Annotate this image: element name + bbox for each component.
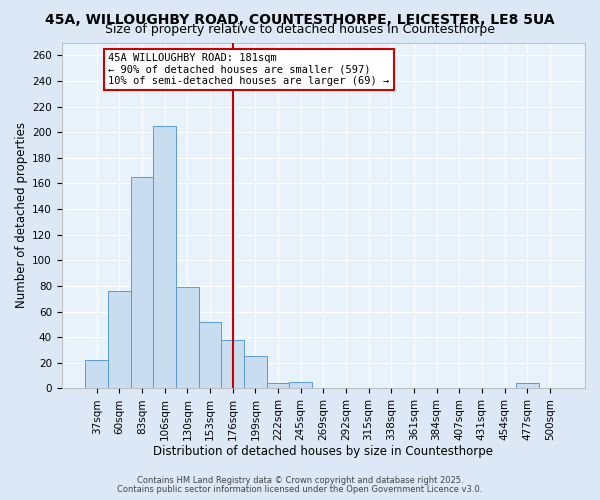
Bar bbox=[244, 356, 266, 388]
Text: 45A WILLOUGHBY ROAD: 181sqm
← 90% of detached houses are smaller (597)
10% of se: 45A WILLOUGHBY ROAD: 181sqm ← 90% of det… bbox=[108, 53, 389, 86]
Bar bbox=[221, 340, 244, 388]
Bar bbox=[516, 384, 539, 388]
Bar bbox=[131, 177, 154, 388]
Bar bbox=[108, 291, 131, 388]
Bar bbox=[266, 384, 289, 388]
X-axis label: Distribution of detached houses by size in Countesthorpe: Distribution of detached houses by size … bbox=[154, 444, 493, 458]
Y-axis label: Number of detached properties: Number of detached properties bbox=[15, 122, 28, 308]
Bar bbox=[199, 322, 221, 388]
Text: Contains public sector information licensed under the Open Government Licence v3: Contains public sector information licen… bbox=[118, 485, 482, 494]
Bar bbox=[154, 126, 176, 388]
Bar bbox=[289, 382, 312, 388]
Bar bbox=[85, 360, 108, 388]
Bar bbox=[176, 288, 199, 388]
Text: Size of property relative to detached houses in Countesthorpe: Size of property relative to detached ho… bbox=[105, 22, 495, 36]
Text: 45A, WILLOUGHBY ROAD, COUNTESTHORPE, LEICESTER, LE8 5UA: 45A, WILLOUGHBY ROAD, COUNTESTHORPE, LEI… bbox=[45, 12, 555, 26]
Text: Contains HM Land Registry data © Crown copyright and database right 2025.: Contains HM Land Registry data © Crown c… bbox=[137, 476, 463, 485]
